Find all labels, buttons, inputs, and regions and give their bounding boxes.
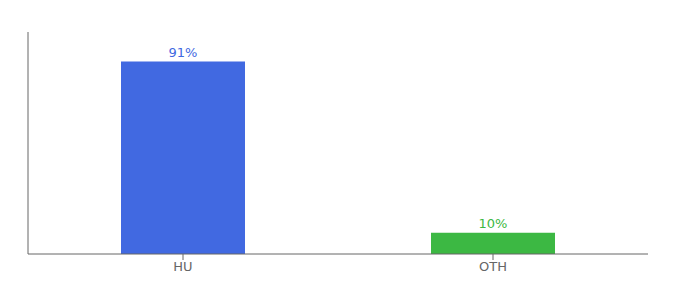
svg-text:91%: 91% xyxy=(169,45,198,60)
svg-text:OTH: OTH xyxy=(479,259,507,274)
svg-text:10%: 10% xyxy=(479,216,508,231)
svg-text:HU: HU xyxy=(173,259,192,274)
